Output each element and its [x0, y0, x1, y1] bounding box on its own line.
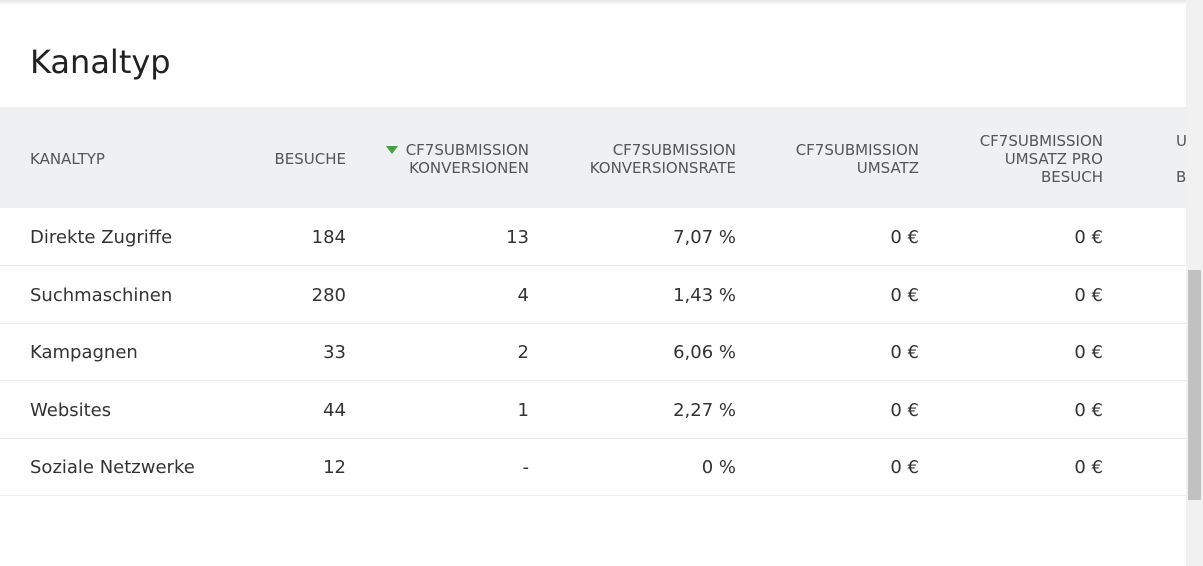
- row-divider: [0, 323, 1186, 324]
- cell-value: 1,43 %: [673, 284, 736, 306]
- row-label[interactable]: Soziale Netzwerke: [30, 457, 195, 478]
- cell-value: 184: [311, 227, 346, 248]
- cell-value: 2,27 %: [673, 399, 736, 421]
- column-header[interactable]: BESUCHE: [274, 150, 347, 168]
- top-shadow: [0, 0, 1186, 5]
- cell-value: 12: [323, 457, 346, 478]
- cell-value: 280: [311, 284, 346, 306]
- cell-value: 0 €: [890, 399, 919, 421]
- table-header: [0, 107, 1186, 208]
- cell-value: 0 €: [1074, 342, 1103, 363]
- cell-value: 1: [517, 399, 529, 421]
- sorted-column-header[interactable]: KONVERSIONEN: [409, 159, 529, 177]
- cell-value: 13: [506, 227, 529, 248]
- cell-value: 0 €: [1074, 399, 1103, 421]
- column-header[interactable]: CF7SUBMISSION: [795, 141, 919, 159]
- column-header[interactable]: B: [1176, 168, 1187, 186]
- row-divider: [0, 495, 1186, 496]
- cell-value: 6,06 %: [673, 342, 736, 363]
- row-label[interactable]: Kampagnen: [30, 342, 138, 363]
- sort-indicator: [386, 146, 398, 154]
- column-header[interactable]: UMSATZ: [856, 159, 919, 177]
- column-header[interactable]: UMSATZ PRO: [1004, 150, 1103, 168]
- cell-value: 2: [517, 342, 529, 363]
- row-label[interactable]: Direkte Zugriffe: [30, 227, 173, 248]
- column-header[interactable]: CF7SUBMISSION: [612, 141, 736, 159]
- scrollbar-thumb[interactable]: [1188, 270, 1201, 500]
- row-divider: [0, 438, 1186, 439]
- column-header[interactable]: KANALTYP: [30, 150, 105, 168]
- cell-value: 0 €: [890, 227, 919, 248]
- title: Kanaltyp: [30, 43, 171, 81]
- cell-value: 0 €: [890, 457, 919, 478]
- row-divider: [0, 265, 1186, 266]
- cell-value: 0 %: [701, 457, 736, 478]
- cell-value: 0 €: [1074, 284, 1103, 306]
- cell-value: 0 €: [890, 342, 919, 363]
- cell-value: 0 €: [1074, 227, 1103, 248]
- sorted-column-header[interactable]: CF7SUBMISSION: [405, 141, 529, 159]
- column-header[interactable]: CF7SUBMISSION: [979, 132, 1103, 150]
- cell-value: 0 €: [890, 284, 919, 306]
- cell-value: 0 €: [1074, 457, 1103, 478]
- cell-value: 7,07 %: [673, 227, 736, 248]
- row-label[interactable]: Websites: [30, 399, 112, 421]
- row-divider: [0, 380, 1186, 381]
- cell-value: -: [522, 457, 530, 478]
- row-label[interactable]: Suchmaschinen: [30, 284, 173, 306]
- column-header[interactable]: BESUCH: [1040, 168, 1103, 186]
- cell-value: 4: [517, 284, 529, 306]
- column-header[interactable]: KONVERSIONSRATE: [589, 159, 736, 177]
- cell-value: 33: [323, 342, 346, 363]
- column-header[interactable]: U: [1176, 132, 1187, 150]
- cell-value: 44: [323, 399, 346, 421]
